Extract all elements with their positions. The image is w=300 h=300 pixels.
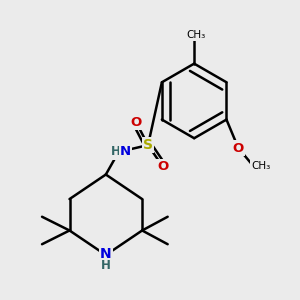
Text: O: O [157, 160, 168, 173]
Text: O: O [233, 142, 244, 154]
Text: H: H [111, 146, 121, 158]
Text: CH₃: CH₃ [187, 30, 206, 40]
Text: O: O [130, 116, 142, 129]
Text: CH₃: CH₃ [251, 161, 271, 171]
Text: N: N [100, 247, 112, 261]
Text: H: H [101, 259, 111, 272]
Text: S: S [143, 138, 153, 152]
Text: N: N [120, 146, 131, 158]
